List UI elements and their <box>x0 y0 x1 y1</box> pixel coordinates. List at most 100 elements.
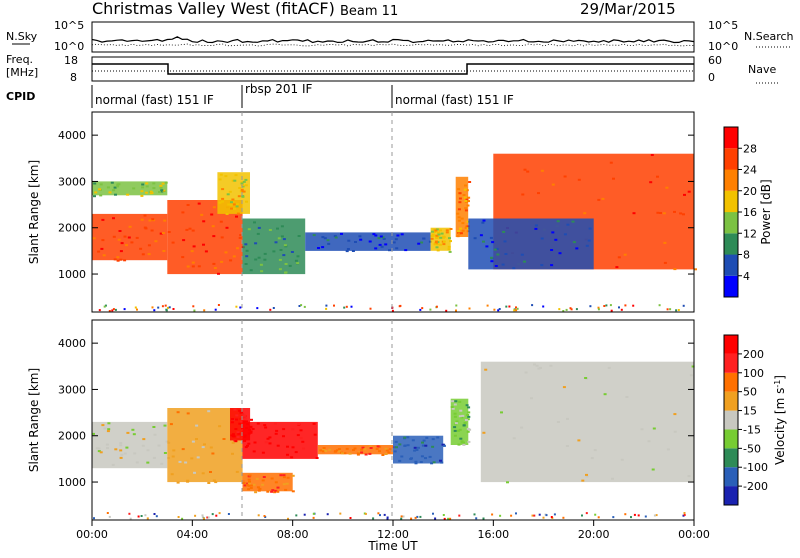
power-cbar-cell-6 <box>724 148 738 170</box>
velocity-speckle <box>95 447 99 450</box>
velocity-speckle <box>337 448 341 451</box>
power-speckle <box>130 241 134 244</box>
velocity-speckle <box>394 440 398 443</box>
power-ground-speck <box>112 308 115 311</box>
velocity-speckle <box>196 456 200 459</box>
velocity-speckle <box>376 445 380 448</box>
velocity-ground-speck <box>542 516 545 519</box>
power-speckle <box>435 234 439 237</box>
velocity-speckle <box>333 450 337 453</box>
power-speckle <box>147 244 151 247</box>
velocity-speckle <box>235 418 238 421</box>
velocity-speckle <box>566 417 569 420</box>
power-speckle <box>140 190 144 193</box>
power-speckle <box>433 243 437 246</box>
velocity-cbar-cell-8 <box>724 335 738 354</box>
velocity-ground-speck <box>442 514 445 516</box>
velocity-speckle <box>92 432 95 435</box>
power-speckle <box>459 232 463 235</box>
velocity-speckle <box>352 449 355 451</box>
power-speckle <box>445 229 449 232</box>
velocity-region-5 <box>317 445 394 455</box>
velocity-speckle <box>231 433 235 436</box>
power-speckle <box>144 191 148 194</box>
power-speckle <box>346 248 350 250</box>
power-speckle <box>665 186 669 189</box>
velocity-speckle <box>252 483 256 486</box>
power-ground-speck <box>134 306 137 309</box>
velocity-region-7 <box>450 398 469 445</box>
power-speckle <box>113 186 117 189</box>
velocity-ylabel: Slant Range [km] <box>27 368 41 472</box>
velocity-speckle <box>249 487 253 489</box>
power-ground-speck <box>669 308 672 311</box>
velocity-speckle <box>286 476 290 479</box>
velocity-ground-speck <box>482 517 485 520</box>
power-speckle <box>540 169 544 172</box>
velocity-speckle <box>264 426 268 429</box>
velocity-ytick-label-2: 3000 <box>58 383 86 396</box>
power-speckle <box>191 261 195 264</box>
power-speckle <box>687 190 691 193</box>
velocity-ground-speck <box>206 516 209 519</box>
power-speckle <box>442 240 446 243</box>
velocity-speckle <box>395 446 398 449</box>
power-speckle <box>656 175 659 178</box>
power-speckle <box>283 244 287 247</box>
power-ground-speck <box>153 309 156 312</box>
velocity-speckle <box>276 486 280 489</box>
power-ground-speck <box>597 308 600 311</box>
velocity-speckle <box>584 377 588 379</box>
power-region-7 <box>455 176 469 237</box>
velocity-speckle <box>244 417 247 420</box>
power-speckle <box>323 237 327 240</box>
power-speckle <box>445 231 449 234</box>
velocity-speckle <box>458 400 462 403</box>
velocity-speckle <box>214 481 218 484</box>
velocity-speckle <box>417 446 420 449</box>
velocity-ground-speck <box>201 516 204 519</box>
velocity-speckle <box>230 421 234 424</box>
velocity-ground-speck <box>312 512 315 515</box>
velocity-speckle <box>270 490 274 493</box>
power-speckle <box>114 193 117 196</box>
velocity-speckle <box>364 453 368 456</box>
power-speckle <box>601 197 605 200</box>
freq-tick-top: 18 <box>64 54 78 67</box>
power-speckle <box>160 189 164 192</box>
velocity-speckle <box>190 457 194 460</box>
velocity-speckle <box>254 491 258 494</box>
velocity-ground-speck <box>129 517 132 520</box>
velocity-speckle <box>689 374 693 377</box>
power-cbar-tick-label-1: 24 <box>743 164 757 177</box>
velocity-speckle <box>322 447 326 449</box>
power-cbar-tick-label-3: 16 <box>743 206 757 219</box>
velocity-ground-speck <box>257 514 260 517</box>
power-speckle <box>185 228 189 231</box>
power-speckle <box>623 253 627 256</box>
velocity-speckle <box>520 426 524 429</box>
velocity-speckle <box>273 491 277 494</box>
power-ground-speck <box>666 308 669 311</box>
velocity-ground-speck <box>377 512 380 515</box>
power-ground-speck <box>421 307 424 310</box>
velocity-speckle <box>457 443 461 446</box>
velocity-ground-speck <box>215 514 218 517</box>
power-speckle <box>139 247 143 250</box>
time-axis-label: Time UT <box>367 539 418 553</box>
power-ground-speck <box>618 306 620 309</box>
power-speckle <box>430 237 434 240</box>
power-speckle <box>282 238 286 241</box>
velocity-speckle <box>453 426 457 429</box>
power-speckle <box>457 232 461 235</box>
velocity-speckle <box>212 479 216 482</box>
velocity-speckle <box>251 428 255 430</box>
velocity-ground-speck <box>201 514 204 517</box>
power-ground-speck <box>123 308 126 311</box>
power-speckle <box>238 236 242 239</box>
power-ground-speck <box>486 304 489 307</box>
velocity-speckle <box>290 456 294 459</box>
power-ground-speck <box>103 305 106 308</box>
power-speckle <box>154 240 158 243</box>
velocity-speckle <box>462 443 466 446</box>
